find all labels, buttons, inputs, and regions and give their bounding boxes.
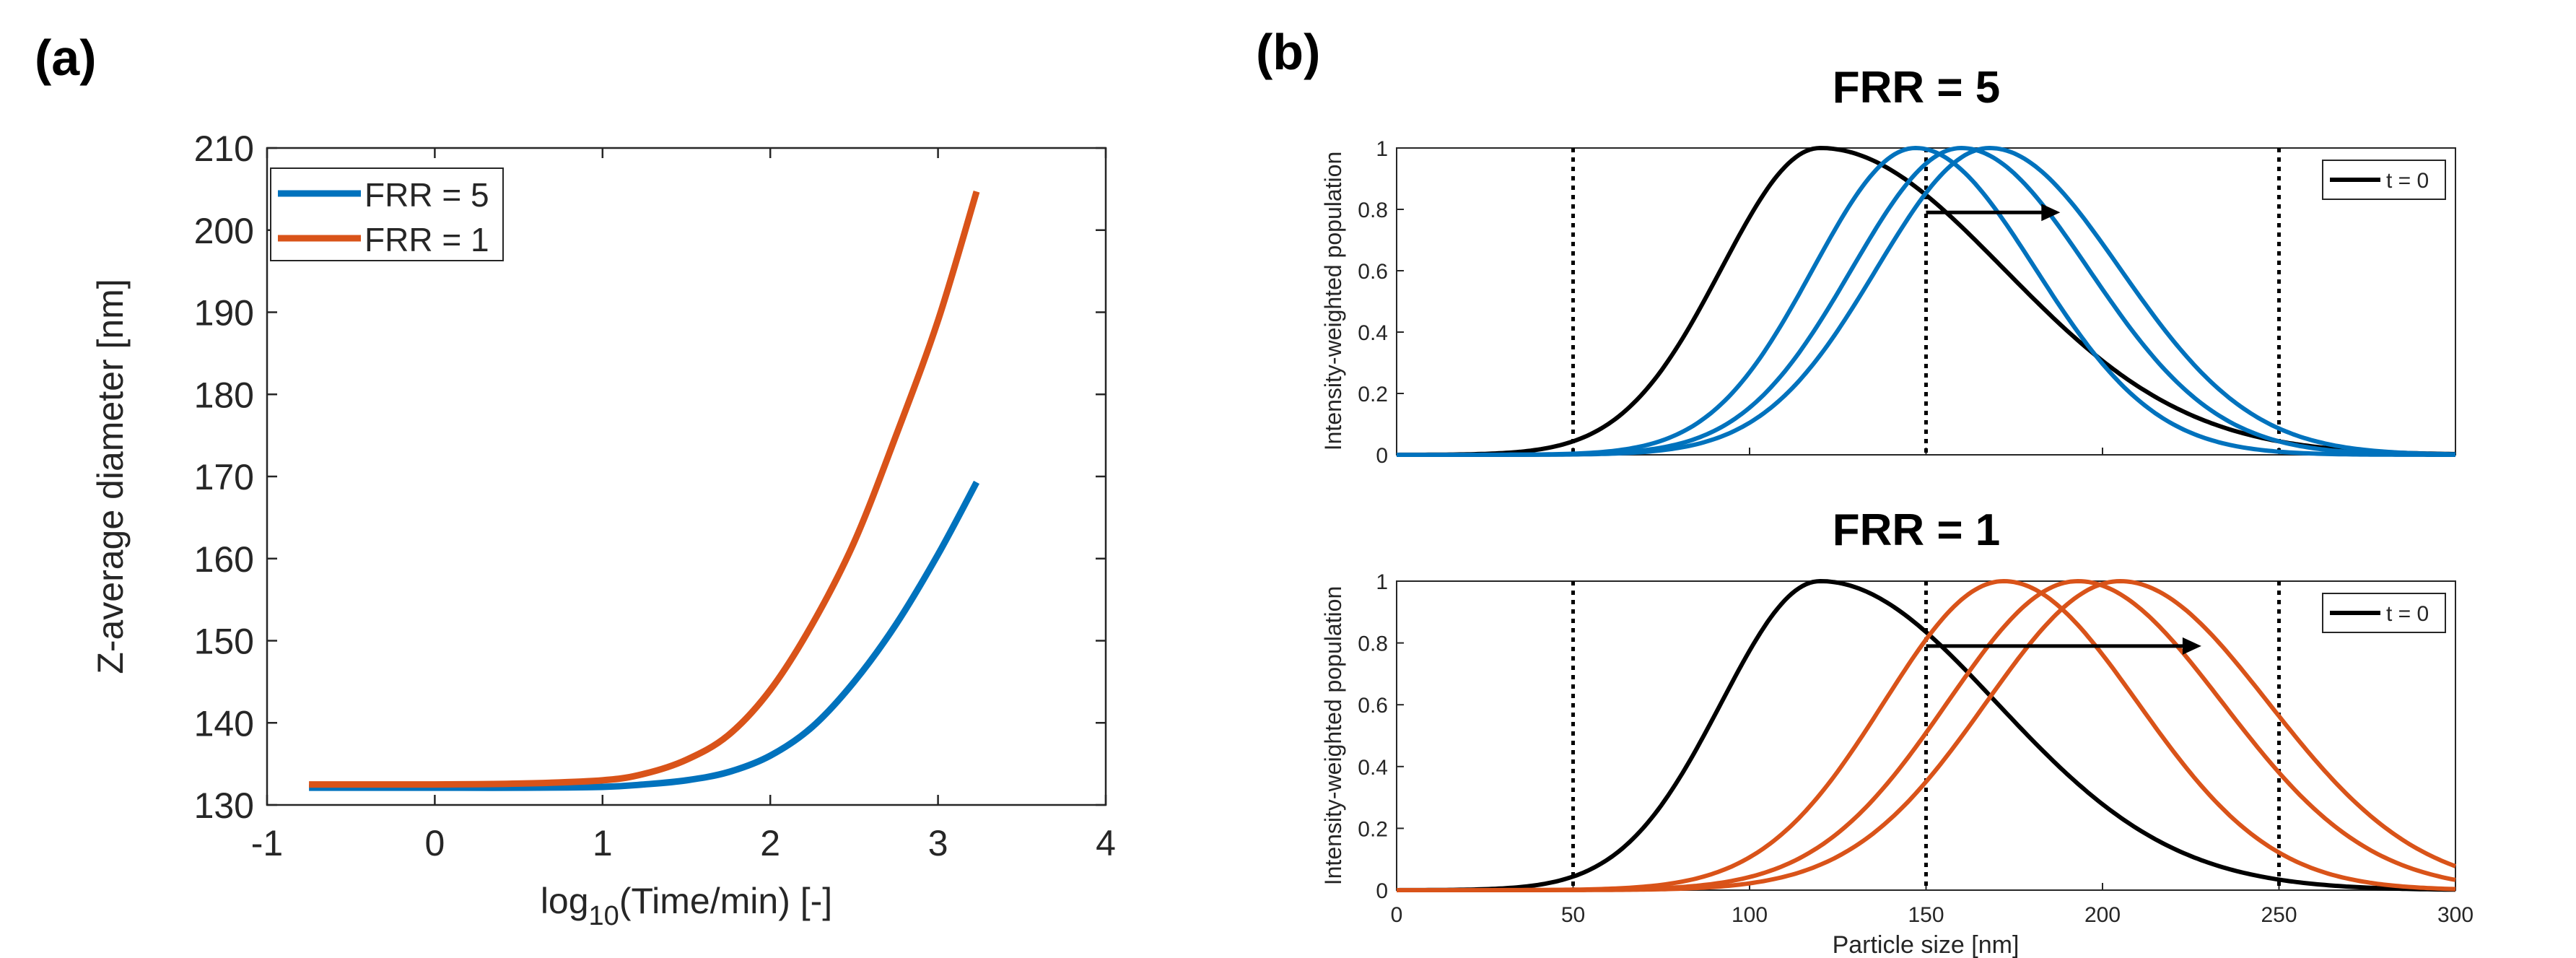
panel-b2-title: FRR = 1 bbox=[1833, 505, 2001, 555]
b1-arrow-head bbox=[2041, 204, 2061, 222]
a-xtick-label-4: 3 bbox=[928, 823, 948, 863]
panel-b2-chart: FRR = 1 0 0.2 0.4 0.6 0.8 1 0 50 100 150 200 250 300… bbox=[1320, 505, 2474, 958]
a-ytick-label-4: 170 bbox=[194, 457, 254, 497]
b2-xtick-label-5: 250 bbox=[2261, 903, 2297, 927]
a-ytick-label-5: 180 bbox=[194, 375, 254, 415]
a-ytick-label-7: 200 bbox=[194, 211, 254, 251]
b2-xtick-label-1: 50 bbox=[1561, 903, 1585, 927]
b1-ytick-label-4: 0.8 bbox=[1358, 199, 1388, 222]
a-ytick-label-3: 160 bbox=[194, 539, 254, 580]
panel-label-a: (a) bbox=[35, 30, 97, 86]
panel-b1-chart: FRR = 5 0 0.2 0.4 0.6 0.8 1 Intensity-weighte… bbox=[1320, 63, 2456, 468]
b1-ytick-label-2: 0.4 bbox=[1358, 321, 1388, 345]
a-series-line-1 bbox=[309, 190, 980, 788]
a-xtick-label-2: 1 bbox=[593, 823, 613, 863]
panel-a-x-axis-label: log10(Time/min) [-] bbox=[541, 881, 832, 931]
panel-b1-title: FRR = 5 bbox=[1833, 63, 2001, 113]
b2-curve-2 bbox=[1397, 578, 2457, 892]
a-xtick-label-5: 4 bbox=[1096, 823, 1116, 863]
panel-b2-legend-label: t = 0 bbox=[2386, 602, 2429, 626]
a-series-line-0 bbox=[309, 480, 980, 791]
a-ytick-label-2: 150 bbox=[194, 622, 254, 662]
panel-a-legend-box bbox=[270, 167, 504, 261]
b2-ytick-label-0: 0 bbox=[1376, 879, 1388, 903]
b2-xtick-label-2: 100 bbox=[1732, 903, 1768, 927]
b1-ytick-label-0: 0 bbox=[1376, 444, 1388, 468]
panel-a-x-axis-label-main: log bbox=[541, 881, 589, 921]
panel-a-legend: FRR = 5 FRR = 1 bbox=[270, 167, 504, 261]
panel-a-chart: 130 140 150 160 170 180 190 200 210 -1 0 1 2 3 4 Z-av… bbox=[90, 129, 1116, 931]
b1-ytick-label-1: 0.2 bbox=[1358, 383, 1388, 406]
a-ytick-label-6: 190 bbox=[194, 293, 254, 334]
b2-ytick-label-5: 1 bbox=[1376, 570, 1388, 594]
b2-xtick-label-3: 150 bbox=[1908, 903, 1944, 927]
b2-xtick-label-0: 0 bbox=[1391, 903, 1403, 927]
panel-b1-legend: t = 0 bbox=[2322, 160, 2446, 200]
a-ytick-label-1: 140 bbox=[194, 703, 254, 744]
b2-ytick-label-3: 0.6 bbox=[1358, 694, 1388, 718]
b2-xtick-label-6: 300 bbox=[2437, 903, 2474, 927]
panel-b2-y-axis-label: Intensity-weighted population bbox=[1320, 586, 1346, 886]
b2-xtick-label-4: 200 bbox=[2084, 903, 2121, 927]
b2-curve-t0 bbox=[1396, 578, 2455, 892]
b2-ytick-label-1: 0.2 bbox=[1358, 817, 1388, 841]
a-xtick-label-0: -1 bbox=[251, 823, 283, 863]
legend-label-frr5: FRR = 5 bbox=[364, 176, 489, 214]
legend-label-frr1: FRR = 1 bbox=[364, 221, 489, 258]
panel-b1-legend-label: t = 0 bbox=[2386, 169, 2429, 193]
b2-arrow-head bbox=[2182, 637, 2201, 655]
panel-a-x-axis-label-rest: (Time/min) [-] bbox=[619, 881, 832, 921]
panel-b2-x-axis-label: Particle size [nm] bbox=[1833, 931, 2020, 958]
panel-a-x-axis-label-sub: 10 bbox=[589, 901, 619, 931]
b1-curve-2 bbox=[1397, 145, 2456, 457]
panel-b2-legend: t = 0 bbox=[2322, 593, 2446, 633]
panel-a-y-axis-label: Z-average diameter [nm] bbox=[90, 279, 131, 674]
a-ytick-label-0: 130 bbox=[194, 785, 254, 826]
b1-ytick-label-5: 1 bbox=[1376, 137, 1388, 161]
a-xtick-label-3: 2 bbox=[760, 823, 780, 863]
b2-ytick-label-2: 0.4 bbox=[1358, 756, 1388, 780]
b2-ytick-label-4: 0.8 bbox=[1358, 632, 1388, 656]
panel-b1-y-axis-label: Intensity-weighted population bbox=[1320, 152, 1346, 451]
b1-ytick-label-3: 0.6 bbox=[1358, 260, 1388, 284]
a-ytick-label-8: 210 bbox=[194, 129, 254, 169]
a-xtick-label-1: 0 bbox=[424, 823, 445, 863]
panel-label-b: (b) bbox=[1256, 24, 1320, 80]
